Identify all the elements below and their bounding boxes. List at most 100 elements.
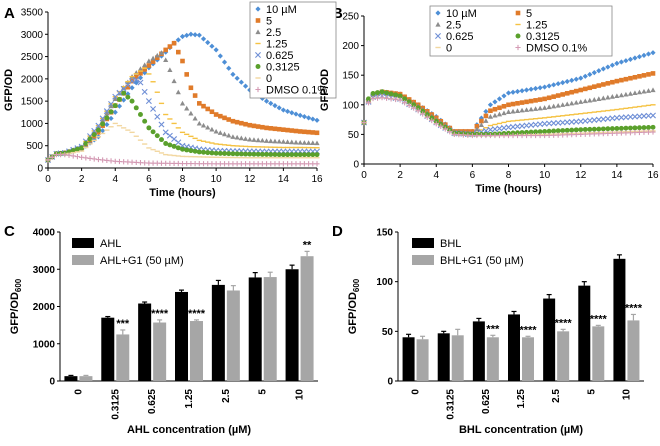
- data-point: [180, 58, 185, 64]
- data-point: [578, 131, 584, 137]
- data-point: [646, 72, 651, 77]
- data-point: [192, 93, 198, 98]
- data-point: [609, 130, 615, 136]
- data-point: [645, 129, 652, 135]
- y-tick-label: 3500: [21, 8, 44, 19]
- data-point: [573, 131, 579, 138]
- data-point: [162, 129, 169, 136]
- data-point: [510, 132, 516, 139]
- data-point: [133, 76, 140, 83]
- data-point: [650, 124, 656, 130]
- y-tick-label: 250: [342, 12, 359, 23]
- data-point: [230, 118, 236, 124]
- x-tick-label: 10: [621, 389, 632, 401]
- data-point: [192, 115, 198, 121]
- panel-label-a: A: [4, 5, 15, 22]
- data-point: [487, 114, 494, 119]
- x-tick-label: 8: [506, 170, 512, 181]
- data-point: [133, 105, 139, 111]
- bar: [522, 337, 534, 381]
- data-point: [230, 71, 236, 77]
- data-point: [582, 127, 588, 132]
- data-point: [158, 50, 165, 55]
- data-point: [91, 127, 98, 134]
- data-point: [600, 95, 606, 101]
- legend-label: 0: [266, 73, 272, 85]
- data-point: [628, 75, 633, 81]
- x-tick-label: 0: [73, 389, 84, 395]
- bar: [175, 291, 188, 381]
- data-point: [196, 149, 202, 155]
- data-point: [488, 108, 493, 114]
- data-point: [167, 67, 173, 73]
- data-point: [596, 68, 602, 74]
- data-point: [637, 74, 642, 79]
- data-point: [578, 87, 584, 93]
- data-point: [112, 96, 118, 101]
- data-point: [451, 131, 457, 137]
- data-point: [614, 78, 620, 84]
- data-point: [573, 99, 579, 105]
- legend-marker: [255, 29, 261, 35]
- data-point: [506, 102, 511, 108]
- data-point: [200, 36, 207, 42]
- bar: [416, 339, 429, 381]
- data-point: [276, 138, 282, 144]
- legend-swatch: [72, 238, 94, 248]
- data-point: [66, 152, 72, 158]
- data-point: [251, 151, 257, 157]
- data-point: [297, 152, 303, 158]
- data-point: [104, 121, 110, 128]
- data-point: [609, 94, 615, 99]
- data-point: [587, 85, 593, 91]
- data-point: [519, 130, 525, 136]
- data-point: [587, 71, 593, 78]
- data-point: [184, 105, 190, 111]
- y-tick-label: 100: [342, 100, 359, 111]
- legend-label: 10 µM: [446, 8, 477, 20]
- data-point: [627, 130, 634, 136]
- x-axis-title: Time (hours): [149, 187, 216, 199]
- data-point: [560, 92, 565, 97]
- bar: [627, 320, 640, 381]
- x-tick-label: 0: [361, 170, 367, 181]
- data-point: [632, 90, 638, 96]
- data-point: [478, 122, 485, 128]
- x-tick-label: 0.3125: [110, 389, 121, 420]
- data-point: [623, 130, 629, 136]
- data-point: [379, 95, 385, 101]
- data-point: [221, 59, 228, 65]
- data-point: [100, 118, 106, 123]
- data-point: [388, 96, 394, 102]
- x-tick-label: 1.25: [184, 389, 195, 409]
- data-point: [142, 67, 147, 72]
- data-point: [268, 126, 274, 131]
- data-point: [293, 111, 299, 117]
- data-point: [501, 93, 507, 99]
- data-point: [406, 102, 412, 108]
- data-point: [645, 51, 652, 57]
- data-point: [175, 37, 181, 43]
- data-point: [268, 138, 274, 144]
- data-point: [542, 132, 548, 139]
- legend-marker: [255, 6, 261, 12]
- data-point: [582, 98, 588, 104]
- data-point: [179, 33, 186, 40]
- data-point: [280, 152, 286, 158]
- data-point: [496, 132, 503, 139]
- data-point: [108, 100, 115, 107]
- data-point: [519, 107, 525, 113]
- bar: [226, 290, 240, 381]
- data-point: [276, 105, 282, 111]
- data-point: [137, 112, 143, 117]
- bar: [451, 335, 464, 381]
- data-point: [650, 112, 656, 119]
- data-point: [542, 128, 548, 134]
- y-tick-label: 2000: [21, 74, 44, 85]
- legend-label: DMSO 0.1%: [266, 85, 327, 97]
- data-point: [247, 151, 253, 157]
- data-point: [289, 152, 295, 158]
- legend-marker: [515, 44, 521, 51]
- data-point: [614, 126, 620, 131]
- data-point: [154, 55, 160, 60]
